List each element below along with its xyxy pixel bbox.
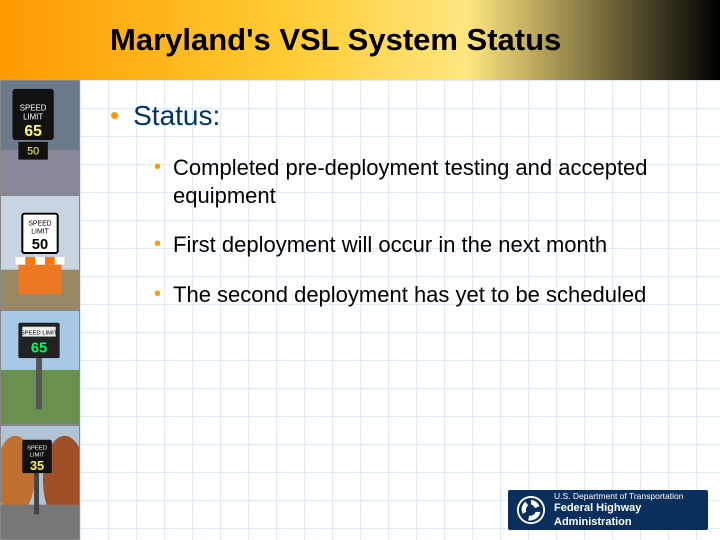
list-item-text: Completed pre-deployment testing and acc… (173, 154, 680, 209)
content-area: • Status: • Completed pre-deployment tes… (110, 100, 680, 330)
status-sub-list: • Completed pre-deployment testing and a… (154, 154, 680, 308)
svg-text:LIMIT: LIMIT (31, 228, 49, 235)
thumb-speed-limit-50-construction: SPEED LIMIT 50 (0, 195, 80, 310)
bullet-icon: • (154, 231, 161, 257)
svg-text:65: 65 (31, 340, 47, 356)
status-heading: • Status: (110, 100, 680, 132)
footer-line1: U.S. Department of Transportation (554, 491, 700, 501)
svg-text:SPEED: SPEED (20, 103, 47, 112)
bullet-icon: • (110, 100, 119, 131)
bullet-icon: • (154, 154, 161, 180)
sidebar-thumbs: SPEED LIMIT 65 50 SPEED LIMIT 50 (0, 80, 80, 540)
thumb-speed-limit-65: SPEED LIMIT 65 50 (0, 80, 80, 195)
list-item: • The second deployment has yet to be sc… (154, 281, 680, 309)
thumb-vsl-roadside: SPEED LIMIT 65 (0, 310, 80, 425)
dot-triskelion-icon (516, 495, 546, 525)
status-heading-label: Status: (133, 100, 220, 132)
footer-text: U.S. Department of Transportation Federa… (554, 491, 700, 529)
footer-line2: Federal Highway Administration (554, 502, 700, 528)
bullet-icon: • (154, 281, 161, 307)
svg-text:SPEED: SPEED (28, 220, 51, 227)
list-item-text: The second deployment has yet to be sche… (173, 281, 680, 309)
footer-fhwa-logo: U.S. Department of Transportation Federa… (508, 490, 708, 530)
svg-text:35: 35 (30, 458, 44, 473)
list-item-text: First deployment will occur in the next … (173, 231, 680, 259)
svg-text:50: 50 (27, 146, 39, 158)
title-bar: Maryland's VSL System Status (0, 0, 720, 80)
svg-text:65: 65 (24, 123, 42, 140)
svg-text:LIMIT: LIMIT (23, 112, 43, 121)
list-item: • Completed pre-deployment testing and a… (154, 154, 680, 209)
list-item: • First deployment will occur in the nex… (154, 231, 680, 259)
svg-text:SPEED LIMIT: SPEED LIMIT (21, 331, 58, 337)
svg-text:50: 50 (32, 237, 48, 253)
thumb-speed-limit-35-autumn: SPEED LIMIT 35 (0, 425, 80, 540)
slide-title: Maryland's VSL System Status (110, 22, 561, 58)
svg-text:SPEED: SPEED (27, 446, 47, 452)
